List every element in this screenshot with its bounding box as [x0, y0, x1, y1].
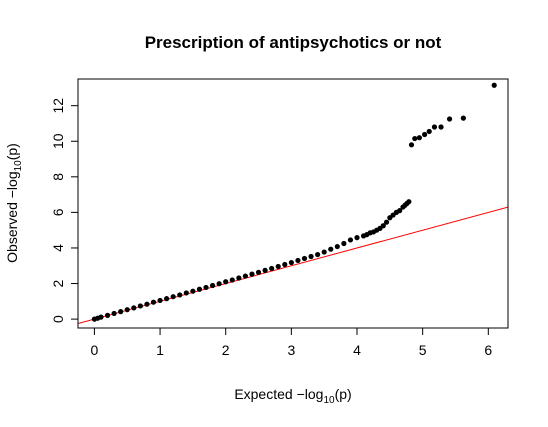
data-point: [431, 124, 438, 130]
x-tick-label: 4: [353, 342, 361, 358]
data-point: [383, 219, 390, 225]
data-point: [242, 273, 249, 279]
data-point: [137, 303, 143, 309]
data-point: [301, 255, 308, 262]
x-axis-label: Expected −log10(p): [234, 386, 351, 406]
y-tick-label: 4: [50, 244, 66, 252]
data-point: [446, 116, 453, 122]
data-point: [144, 301, 150, 307]
data-point: [438, 124, 444, 130]
reference-line-group: [78, 206, 508, 325]
data-point: [397, 208, 403, 214]
data-point: [347, 237, 354, 243]
data-point: [288, 259, 294, 266]
x-tick-label: 0: [91, 342, 99, 358]
data-point: [177, 292, 183, 298]
data-point: [406, 199, 412, 205]
data-point: [157, 297, 163, 304]
data-point: [295, 257, 301, 264]
data-point: [308, 253, 314, 260]
data-point: [223, 279, 229, 285]
data-point: [170, 294, 176, 300]
data-point: [416, 135, 422, 141]
plot-frame: [77, 78, 509, 329]
y-tick-label: 2: [50, 279, 66, 287]
data-point: [275, 263, 281, 270]
data-point: [216, 281, 222, 287]
data-point: [255, 269, 262, 275]
y-tick-label: 10: [50, 133, 66, 149]
data-point: [412, 135, 418, 142]
data-point: [321, 249, 327, 255]
data-points: [91, 82, 497, 322]
y-axis: 0 2 4 6 8 10 12: [50, 98, 79, 323]
data-point: [354, 235, 360, 241]
data-point: [209, 282, 216, 289]
data-point: [196, 286, 203, 292]
x-axis: 0 1 2 3 4 5 6: [91, 327, 492, 358]
data-point: [150, 299, 157, 305]
data-point: [491, 82, 497, 88]
y-tick-label: 6: [50, 208, 66, 216]
data-point: [460, 115, 466, 121]
data-point: [334, 243, 340, 250]
x-tick-label: 5: [419, 342, 427, 358]
data-point: [408, 142, 415, 148]
data-point: [236, 275, 242, 281]
data-point: [328, 246, 334, 252]
chart-title: Prescription of antipsychotics or not: [145, 33, 442, 52]
x-tick-label: 3: [287, 342, 295, 358]
data-point: [229, 277, 235, 283]
data-point: [164, 296, 170, 302]
data-point: [124, 307, 130, 313]
data-point: [98, 314, 104, 320]
data-point: [422, 131, 428, 138]
data-point: [282, 261, 288, 268]
y-tick-label: 12: [50, 98, 66, 114]
data-point: [380, 223, 386, 229]
data-point: [269, 265, 275, 272]
y-tick-label: 8: [50, 173, 66, 181]
data-point: [111, 310, 117, 317]
data-point: [262, 267, 268, 273]
data-point: [183, 290, 189, 296]
data-point: [104, 312, 111, 318]
data-point: [203, 284, 209, 291]
data-point: [118, 309, 124, 315]
x-tick-label: 6: [484, 342, 492, 358]
data-point: [341, 240, 347, 247]
x-tick-label: 1: [156, 342, 164, 358]
data-point: [190, 288, 196, 294]
data-point: [315, 251, 321, 258]
x-tick-label: 2: [222, 342, 230, 358]
y-tick-label: 0: [50, 315, 66, 323]
data-point: [131, 305, 137, 311]
data-point: [426, 128, 432, 135]
y-axis-label: Observed −log10(p): [4, 143, 24, 263]
data-point: [249, 271, 255, 277]
reference-line: [78, 206, 508, 325]
